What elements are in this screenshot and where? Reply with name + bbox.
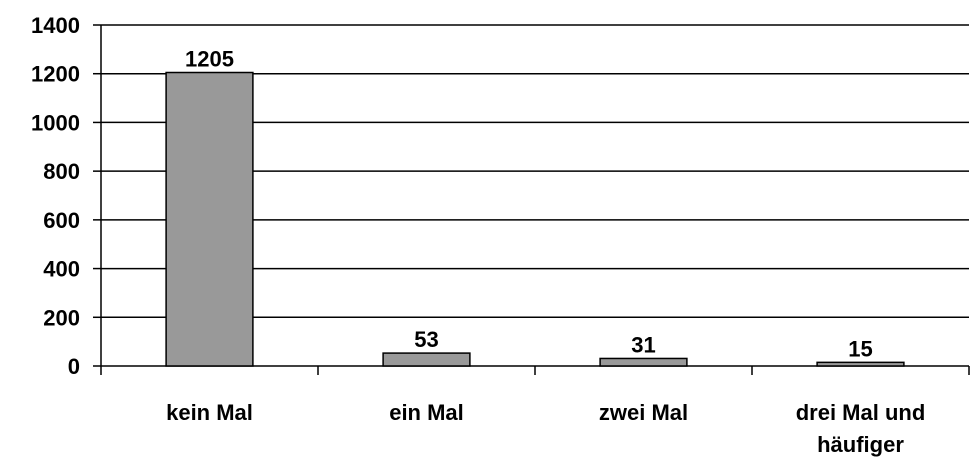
bar: [816, 361, 905, 367]
data-label: 1205: [185, 46, 234, 71]
y-tick-label: 1000: [31, 110, 80, 135]
data-label: 15: [848, 336, 872, 361]
x-tick-label: ein Mal: [389, 400, 464, 425]
y-tick-label: 800: [43, 159, 80, 184]
data-label: 53: [414, 327, 438, 352]
y-tick-label: 200: [43, 305, 80, 330]
x-tick-label: zwei Mal: [599, 400, 688, 425]
x-tick-label: kein Mal: [166, 400, 253, 425]
bar: [165, 71, 254, 367]
y-tick-label: 400: [43, 257, 80, 282]
y-tick-label: 0: [68, 354, 80, 379]
y-tick-label: 1200: [31, 62, 80, 87]
x-tick-label: drei Mal und häufiger: [796, 400, 926, 457]
bar: [599, 357, 688, 367]
y-tick-label: 1400: [31, 13, 80, 38]
y-tick-label: 600: [43, 208, 80, 233]
data-label: 31: [631, 332, 655, 357]
bar: [382, 352, 471, 367]
